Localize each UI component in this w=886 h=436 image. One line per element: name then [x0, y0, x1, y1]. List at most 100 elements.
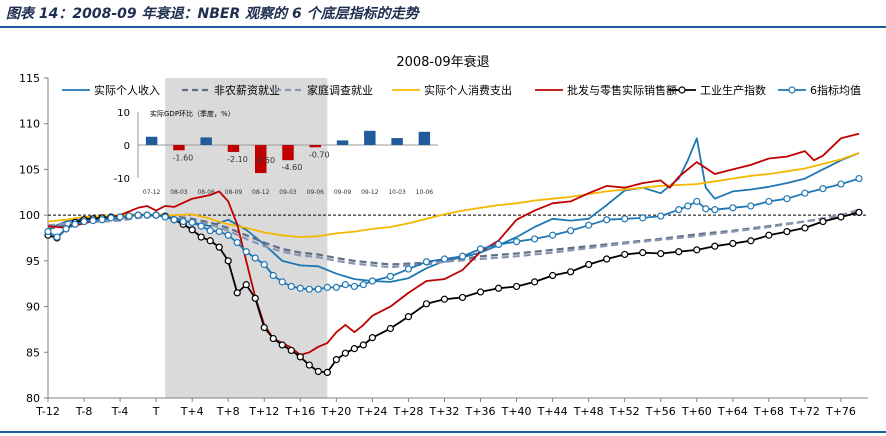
inset-value-label: -0.70	[309, 150, 330, 159]
inset-bar	[255, 145, 267, 174]
chart-title: 2008-09年衰退	[396, 54, 489, 70]
legend-item: 实际个人消费支出	[392, 83, 512, 97]
data-point	[783, 195, 791, 203]
x-tick-label: T+64	[717, 405, 748, 418]
x-tick-label: T+8	[216, 405, 240, 418]
data-point	[657, 212, 665, 220]
inset-category-label: 10-06	[416, 189, 434, 196]
data-point	[260, 260, 268, 269]
data-point	[801, 189, 809, 197]
inset-category-label: 08-09	[225, 189, 243, 196]
data-point	[107, 214, 115, 222]
data-point	[305, 285, 313, 293]
data-point	[657, 249, 665, 258]
data-point	[693, 246, 701, 254]
data-point	[350, 345, 358, 353]
data-point	[368, 277, 376, 285]
data-point	[332, 283, 340, 291]
caption-divider	[0, 26, 886, 28]
inset-category-label: 08-12	[252, 189, 270, 196]
data-point	[458, 252, 467, 260]
x-tick-label: T+12	[248, 405, 279, 418]
data-point	[422, 258, 431, 266]
inset-bar	[309, 145, 321, 148]
y-tick-label: 110	[19, 118, 40, 131]
data-point	[233, 238, 241, 247]
legend-item: 工业生产指数	[668, 83, 766, 97]
data-point	[341, 281, 349, 289]
inset-value-label: -8.50	[254, 156, 275, 165]
data-point	[206, 237, 214, 245]
y-tick-label: 100	[19, 209, 40, 222]
data-point	[62, 225, 70, 233]
data-point	[170, 216, 178, 224]
data-point	[287, 282, 295, 291]
data-point	[269, 334, 277, 343]
data-point	[603, 216, 611, 224]
inset-category-label: 09-03	[279, 189, 297, 196]
data-point	[188, 218, 196, 227]
data-point	[684, 202, 692, 210]
data-point	[314, 367, 322, 376]
y-tick-label: 115	[19, 72, 40, 85]
legend-label: 家庭调查就业	[307, 83, 373, 97]
inset-bar	[282, 145, 294, 161]
data-point	[476, 245, 485, 253]
data-point	[549, 231, 557, 239]
data-point	[215, 228, 223, 236]
x-tick-label: T+44	[537, 405, 568, 418]
data-point	[494, 284, 503, 292]
data-point	[71, 220, 79, 228]
x-tick-label: T+56	[645, 405, 676, 418]
data-point	[314, 285, 322, 293]
x-tick-label: T+4	[180, 405, 204, 418]
footer-divider	[0, 431, 886, 433]
data-point	[729, 239, 737, 248]
data-point	[512, 238, 521, 246]
data-point	[693, 197, 701, 206]
data-point	[494, 240, 503, 248]
data-point	[44, 228, 52, 236]
data-point	[233, 289, 241, 297]
data-point	[567, 268, 575, 276]
data-point	[801, 224, 809, 232]
x-tick-label: T+48	[573, 405, 604, 418]
data-point	[585, 260, 593, 269]
data-point	[224, 231, 232, 239]
x-tick-label: T+76	[825, 405, 856, 418]
legend-item: 非农薪资就业	[182, 83, 280, 97]
series-line	[47, 152, 860, 238]
data-point	[530, 278, 539, 286]
x-tick-label: T-8	[75, 405, 93, 418]
inset-value-label: -1.60	[173, 153, 194, 162]
data-point	[197, 233, 205, 241]
legend-label: 实际个人消费支出	[424, 83, 512, 97]
data-point	[89, 217, 97, 225]
data-point	[188, 226, 196, 234]
data-point	[837, 213, 845, 221]
inset-category-label: 09-06	[307, 189, 325, 196]
data-point	[422, 300, 431, 308]
data-point	[332, 356, 340, 364]
data-point	[639, 214, 647, 222]
data-point	[251, 294, 259, 302]
legend-item: 6指标均值	[778, 83, 861, 97]
inset-bar	[227, 145, 240, 152]
data-point	[98, 216, 106, 224]
x-tick-label: T+20	[320, 405, 351, 418]
y-tick-label: 85	[26, 346, 40, 359]
data-point	[603, 255, 611, 263]
data-point	[359, 281, 367, 289]
data-point	[440, 295, 449, 303]
data-point	[323, 368, 331, 376]
inset-value-label: -4.60	[282, 163, 303, 172]
data-point	[837, 180, 845, 188]
data-point	[251, 254, 259, 262]
x-tick-label: T+68	[753, 405, 784, 418]
data-point	[639, 249, 647, 257]
y-tick-label: 90	[26, 301, 40, 314]
inset-category-label: 09-09	[334, 189, 352, 196]
x-tick-label: T+28	[392, 405, 423, 418]
inset-bar	[173, 145, 185, 151]
